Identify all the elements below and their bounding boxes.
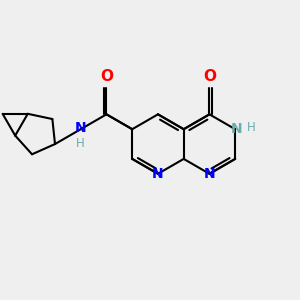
Text: O: O xyxy=(203,69,216,84)
Text: N: N xyxy=(231,122,242,136)
Text: N: N xyxy=(75,121,87,135)
Text: N: N xyxy=(204,167,215,181)
Text: H: H xyxy=(76,136,85,150)
Text: O: O xyxy=(100,69,113,84)
Text: H: H xyxy=(247,121,255,134)
Text: N: N xyxy=(152,167,164,181)
